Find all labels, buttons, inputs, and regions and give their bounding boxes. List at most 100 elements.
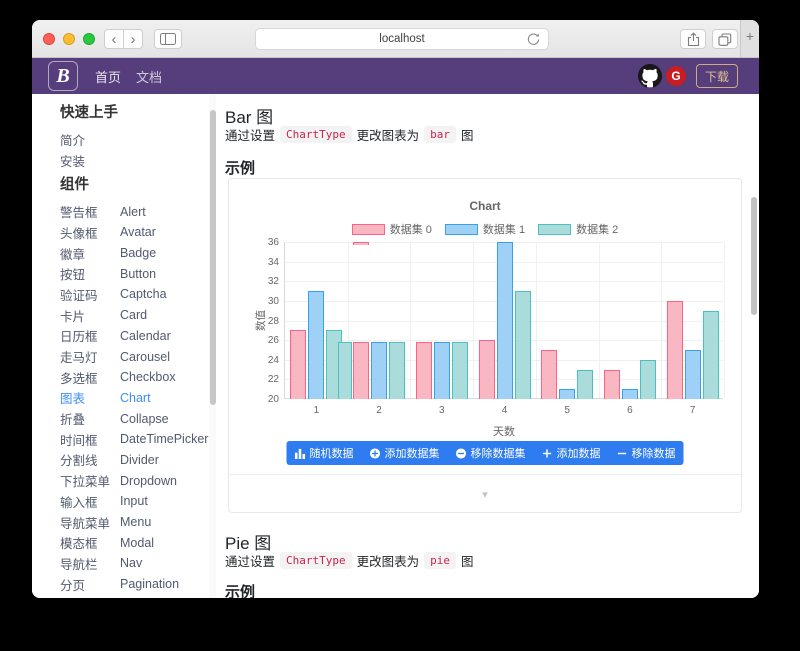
bar <box>338 342 353 399</box>
description-text: 通过设置 <box>225 555 276 569</box>
sidebar-item-card[interactable]: 卡片 Card <box>60 305 210 326</box>
chart-legend: 数据集 0 数据集 1 数据集 2 <box>229 221 741 237</box>
legend-swatch <box>538 223 572 235</box>
sidebar-item-label-en: Pagination <box>120 577 180 592</box>
chart-button-minus[interactable]: 移除数据 <box>608 441 684 465</box>
legend-entry[interactable]: 数据集 2 <box>538 221 618 237</box>
sidebar-item-calendar[interactable]: 日历框 Calendar <box>60 326 210 347</box>
zoom-window-button[interactable] <box>83 33 95 45</box>
bar <box>371 342 388 399</box>
bar <box>621 389 638 399</box>
nav-link-docs[interactable]: 文档 <box>136 69 163 85</box>
sidebar-item-checkbox[interactable]: 多选框 Checkbox <box>60 367 210 388</box>
sidebar-nav: 快速上手 简介 安装 组件 警告框 Alert 头像框 Avatar 徽章 Badge 按钮 Butt… <box>32 94 210 598</box>
sidebar-item-datetimepicker[interactable]: 时间框 DateTimePicker <box>60 429 210 450</box>
plus-icon <box>542 448 553 459</box>
sidebar-item-badge[interactable]: 徽章 Badge <box>60 243 210 264</box>
sidebar-item-label-en: Carousel <box>120 349 171 364</box>
x-tick-label: 5 <box>564 405 570 416</box>
sidebar-item-pagination[interactable]: 分页 Pagination <box>60 574 210 595</box>
browser-toolbar: ‹ › localhost <box>32 20 759 58</box>
legend-entry[interactable]: 数据集 1 <box>444 221 525 237</box>
sidebar-item-label-en: Divider <box>120 452 159 467</box>
legend-entry[interactable]: 数据集 0 <box>351 221 432 237</box>
address-bar[interactable]: localhost <box>255 28 549 50</box>
legend-swatch <box>444 223 478 235</box>
chart-button-label: 随机数据 <box>309 448 354 460</box>
code-chip: pie <box>424 552 457 569</box>
sidebar-item-divider[interactable]: 分割线 Divider <box>60 450 210 471</box>
sidebar-item-label-zh: 导航菜单 <box>60 516 111 531</box>
sidebar-item-input[interactable]: 输入框 Input <box>60 491 210 512</box>
chart-button-label: 添加数据 <box>556 448 601 460</box>
close-window-button[interactable] <box>43 33 55 45</box>
gitee-icon[interactable]: G <box>666 66 686 86</box>
chart-button-plus-circle[interactable]: 添加数据集 <box>361 441 448 465</box>
sidebar-item-安装[interactable]: 安装 <box>60 150 210 171</box>
sidebar-item-chart[interactable]: 图表 Chart <box>60 388 210 409</box>
description-text: 图 <box>461 129 474 143</box>
bar <box>433 342 450 399</box>
github-icon[interactable] <box>638 64 662 88</box>
code-chip: ChartType <box>280 126 352 143</box>
sidebar-item-captcha[interactable]: 验证码 Captcha <box>60 284 210 305</box>
share-button[interactable] <box>680 29 706 49</box>
legend-swatch <box>351 223 385 235</box>
sidebar-item-简介[interactable]: 简介 <box>60 129 210 150</box>
y-tick-label: 30 <box>267 295 279 307</box>
x-axis-label: 天数 <box>493 426 515 438</box>
chart-button-bar-chart[interactable]: 随机数据 <box>286 441 362 465</box>
sidebar-item-menu[interactable]: 导航菜单 Menu <box>60 512 210 533</box>
nav-link-home[interactable]: 首页 <box>95 69 122 85</box>
new-tab-button[interactable]: + <box>740 20 759 57</box>
y-axis-label: 数值 <box>254 309 267 331</box>
legend-label: 数据集 0 <box>389 224 432 236</box>
page-scrollbar-thumb[interactable] <box>751 197 757 315</box>
show-tabs-button[interactable] <box>712 29 738 49</box>
refresh-icon[interactable] <box>526 32 541 47</box>
sidebar-item-modal[interactable]: 模态框 Modal <box>60 532 210 553</box>
x-tick-label: 4 <box>501 405 508 416</box>
sidebar-item-nav[interactable]: 导航栏 Nav <box>60 553 210 574</box>
y-tick-label: 28 <box>267 315 279 327</box>
forward-button[interactable]: › <box>123 29 143 49</box>
bar <box>639 359 656 399</box>
bar-section-description: 通过设置 ChartType 更改图表为 bar 图 <box>225 125 474 144</box>
sidebar-item-label-en: Modal <box>120 535 155 550</box>
sidebar-item-carousel[interactable]: 走马灯 Carousel <box>60 346 210 367</box>
sidebar-item-alert[interactable]: 警告框 Alert <box>60 201 210 222</box>
bar-example-label: 示例 <box>225 160 256 177</box>
sidebar-scrollbar-thumb[interactable] <box>210 110 216 405</box>
sidebar-item-label-en: Input <box>120 494 148 509</box>
y-tick-label: 36 <box>267 237 279 248</box>
minimize-window-button[interactable] <box>63 33 75 45</box>
gridline-v <box>724 242 725 398</box>
back-button[interactable]: ‹ <box>104 29 124 49</box>
chart-button-plus[interactable]: 添加数据 <box>533 441 609 465</box>
chart-title: Chart <box>469 199 501 213</box>
site-navbar: B 首页 文档 G 下载 <box>32 58 759 94</box>
x-tick-label: 6 <box>627 405 633 416</box>
sidebar-item-label-zh: 分割线 <box>60 454 98 469</box>
sidebar-toggle-button[interactable] <box>154 29 182 49</box>
brand-logo[interactable]: B <box>48 61 78 91</box>
sidebar-item-label-zh: 头像框 <box>60 226 98 241</box>
bar <box>451 342 468 399</box>
y-tick-label: 32 <box>267 276 279 288</box>
bar-chart-plot: 20 22 24 26 28 30 32 34 36 1 2 3 4 5 6 7 天数 数值 <box>255 237 725 438</box>
gridline-v <box>410 242 412 398</box>
sidebar-item-collapse[interactable]: 折叠 Collapse <box>60 408 210 429</box>
sidebar-item-button[interactable]: 按钮 Button <box>60 263 210 284</box>
show-code-expander[interactable]: ▾ <box>229 475 741 513</box>
sidebar-item-label-en: Button <box>120 266 157 281</box>
main-content: Bar 图 通过设置 ChartType 更改图表为 bar 图 示例 Chart 数据… <box>216 94 759 598</box>
sidebar-item-dropdown[interactable]: 下拉菜单 Dropdown <box>60 470 210 491</box>
download-button[interactable]: 下载 <box>696 64 738 88</box>
card-divider <box>229 474 741 475</box>
sidebar-item-avatar[interactable]: 头像框 Avatar <box>60 222 210 243</box>
sidebar-item-label-zh: 徽章 <box>60 247 86 262</box>
minus-icon <box>617 448 628 459</box>
sidebar-item-label-zh: 简介 <box>60 133 86 148</box>
sidebar-item-label-zh: 日历框 <box>60 330 98 345</box>
chart-button-minus-circle[interactable]: 移除数据集 <box>447 441 534 465</box>
